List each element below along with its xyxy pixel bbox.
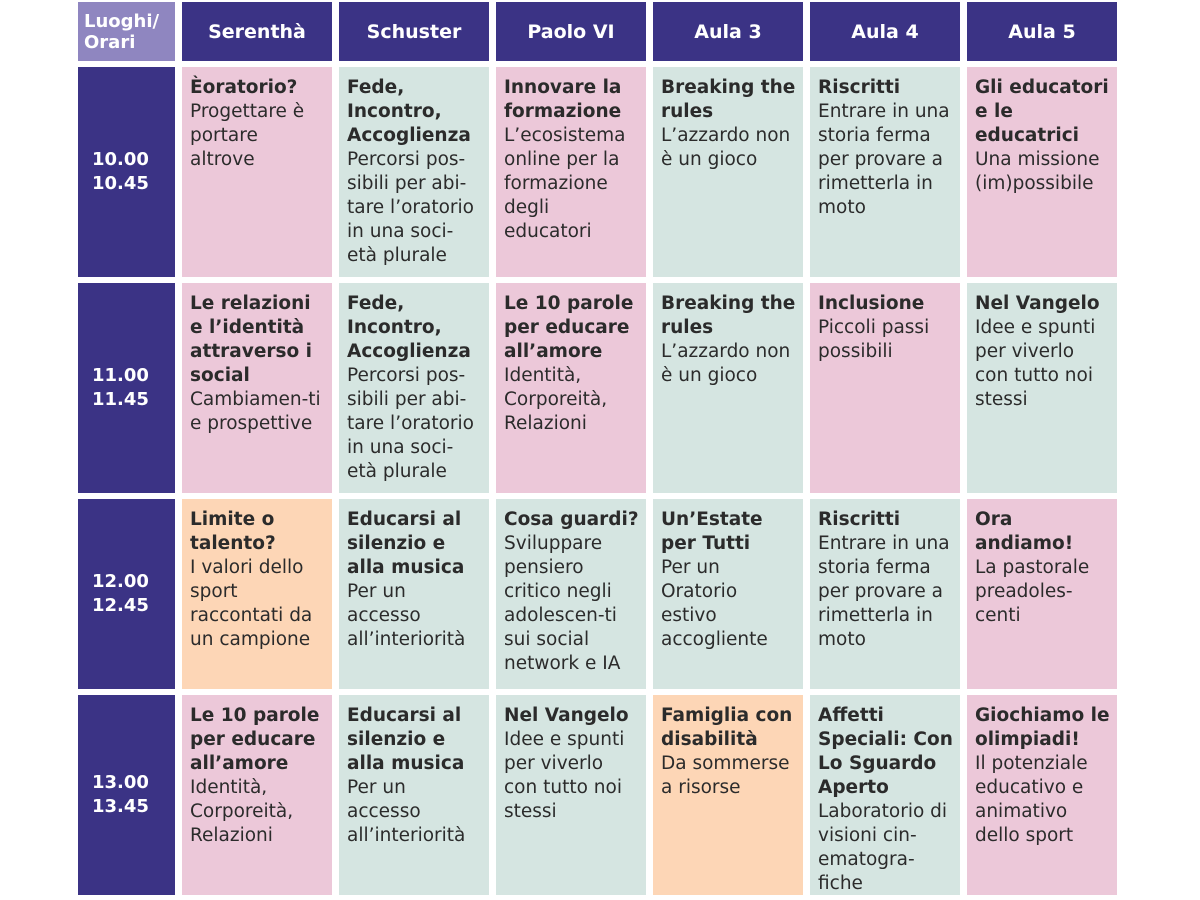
session-title: Le 10 parole per educare all’amore	[504, 293, 634, 362]
session-title: Innovare la formazione	[504, 77, 622, 122]
session-cell: Un’Estate per Tutti Per un Oratorio estiv…	[653, 499, 803, 689]
room-header-paolo-vi: Paolo VI	[496, 2, 646, 61]
room-header-schuster: Schuster	[339, 2, 489, 61]
session-description: Identità, Corporeità, Relazioni	[190, 777, 294, 846]
session-description: Percorsi pos-sibili per abi-tare l’orato…	[347, 149, 474, 266]
session-description: Per un Oratorio estivo accogliente	[661, 557, 768, 650]
session-description: Il potenziale educativo e animativo dell…	[975, 753, 1088, 846]
session-description: Progettare è portare altrove	[190, 101, 305, 170]
session-cell: Riscritti Entrare in una storia ferma per…	[810, 499, 960, 689]
session-cell: Famiglia con disabilità Da sommerse a ris…	[653, 695, 803, 895]
session-cell: Èoratorio? Progettare è portare altrove	[182, 67, 332, 277]
session-description: L’ecosistema online per la formazione de…	[504, 125, 626, 242]
room-header-aula-5: Aula 5	[967, 2, 1117, 61]
room-header-aula-4: Aula 4	[810, 2, 960, 61]
session-title: Ora andiamo!	[975, 509, 1074, 554]
session-description: Cambiamen-ti e prospettive	[190, 389, 321, 434]
session-description: Sviluppare pensiero critico negli adoles…	[504, 533, 621, 674]
session-cell: Educarsi al silenzio e alla musica Per un…	[339, 499, 489, 689]
time-start: 11.00	[92, 365, 149, 386]
session-title: Le relazioni e l’identità attraverso i s…	[190, 293, 313, 386]
room-header-aula-3: Aula 3	[653, 2, 803, 61]
session-title: Famiglia con disabilità	[661, 705, 793, 750]
session-cell: Innovare la formazione L’ecosistema onlin…	[496, 67, 646, 277]
session-title: Inclusione	[818, 293, 925, 314]
session-cell: Riscritti Entrare in una storia ferma per…	[810, 67, 960, 277]
session-cell: Ora andiamo! La pastorale preadoles-centi	[967, 499, 1117, 689]
session-cell: Nel Vangelo Idee e spunti per viverlo con…	[967, 283, 1117, 493]
session-title: Riscritti	[818, 509, 901, 530]
session-description: Per un accesso all’interiorità	[347, 581, 466, 650]
session-description: La pastorale preadoles-centi	[975, 557, 1090, 626]
session-description: Idee e spunti per viverlo con tutto noi …	[975, 317, 1096, 410]
session-title: Educarsi al silenzio e alla musica	[347, 705, 465, 774]
session-cell: Breaking the rules L’azzardo non è un gio…	[653, 283, 803, 493]
session-title: Nel Vangelo	[504, 705, 629, 726]
session-title: Riscritti	[818, 77, 901, 98]
session-title: Gli educatori e le educatrici	[975, 77, 1109, 146]
session-title: Nel Vangelo	[975, 293, 1100, 314]
session-description: Identità, Corporeità, Relazioni	[504, 365, 608, 434]
schedule-table: Luoghi/ Orari Serenthà Schuster Paolo VI…	[78, 2, 1117, 898]
session-title: Un’Estate per Tutti	[661, 509, 763, 554]
session-cell: Fede, Incontro, Accoglienza Percorsi pos-…	[339, 67, 489, 277]
time-slot-2: 11.00 11.45	[78, 283, 175, 493]
session-description: Percorsi pos-sibili per abi-tare l’orato…	[347, 365, 474, 482]
room-header-serentha: Serenthà	[182, 2, 332, 61]
session-description: Entrare in una storia ferma per provare …	[818, 101, 950, 218]
session-title: Limite o talento?	[190, 509, 276, 554]
session-cell: Le 10 parole per educare all’amore Identi…	[496, 283, 646, 493]
corner-header: Luoghi/ Orari	[78, 2, 175, 61]
session-title: Le 10 parole per educare all’amore	[190, 705, 320, 774]
session-cell: Fede, Incontro, Accoglienza Percorsi pos-…	[339, 283, 489, 493]
time-start: 10.00	[92, 149, 149, 170]
time-slot-3: 12.00 12.45	[78, 499, 175, 689]
time-slot-1: 10.00 10.45	[78, 67, 175, 277]
session-cell: Le 10 parole per educare all’amore Identi…	[182, 695, 332, 895]
session-cell: Inclusione Piccoli passi possibili	[810, 283, 960, 493]
time-end: 12.45	[92, 595, 149, 616]
session-description: L’azzardo non è un gioco	[661, 341, 791, 386]
session-description: Laboratorio di visioni cin-ematogra-fich…	[818, 801, 948, 894]
session-description: Per un accesso all’interiorità	[347, 777, 466, 846]
session-cell: Giochiamo le olimpiadi! Il potenziale edu…	[967, 695, 1117, 895]
session-title: Fede, Incontro, Accoglienza	[347, 77, 471, 146]
session-description: Piccoli passi possibili	[818, 317, 930, 362]
session-title: Giochiamo le olimpiadi!	[975, 705, 1110, 750]
time-end: 10.45	[92, 173, 149, 194]
time-slot-4: 13.00 13.45	[78, 695, 175, 895]
session-cell: Nel Vangelo Idee e spunti per viverlo con…	[496, 695, 646, 895]
session-cell: Cosa guardi? Sviluppare pensiero critico …	[496, 499, 646, 689]
session-title: Cosa guardi?	[504, 509, 639, 530]
session-cell: Breaking the rules L’azzardo non è un gio…	[653, 67, 803, 277]
session-cell: Educarsi al silenzio e alla musica Per un…	[339, 695, 489, 895]
session-title: Èoratorio?	[190, 77, 298, 98]
session-title: Breaking the rules	[661, 293, 796, 338]
session-title: Affetti Speciali: Con Lo Sguardo Aperto	[818, 705, 953, 798]
corner-label-times: Orari	[84, 31, 136, 53]
session-description: Una missione (im)possibile	[975, 149, 1100, 194]
session-cell: Affetti Speciali: Con Lo Sguardo Aperto L…	[810, 695, 960, 895]
corner-label-places: Luoghi/	[84, 10, 160, 32]
session-description: L’azzardo non è un gioco	[661, 125, 791, 170]
session-description: Entrare in una storia ferma per provare …	[818, 533, 950, 650]
session-description: Da sommerse a risorse	[661, 753, 790, 798]
session-title: Educarsi al silenzio e alla musica	[347, 509, 465, 578]
time-end: 13.45	[92, 796, 149, 817]
session-cell: Gli educatori e le educatrici Una mission…	[967, 67, 1117, 277]
session-title: Breaking the rules	[661, 77, 796, 122]
session-cell: Le relazioni e l’identità attraverso i s…	[182, 283, 332, 493]
session-description: I valori dello sport raccontati da un ca…	[190, 557, 313, 650]
time-start: 12.00	[92, 571, 149, 592]
time-end: 11.45	[92, 389, 149, 410]
time-start: 13.00	[92, 772, 149, 793]
session-cell: Limite o talento? I valori dello sport ra…	[182, 499, 332, 689]
session-description: Idee e spunti per viverlo con tutto noi …	[504, 729, 625, 822]
session-title: Fede, Incontro, Accoglienza	[347, 293, 471, 362]
